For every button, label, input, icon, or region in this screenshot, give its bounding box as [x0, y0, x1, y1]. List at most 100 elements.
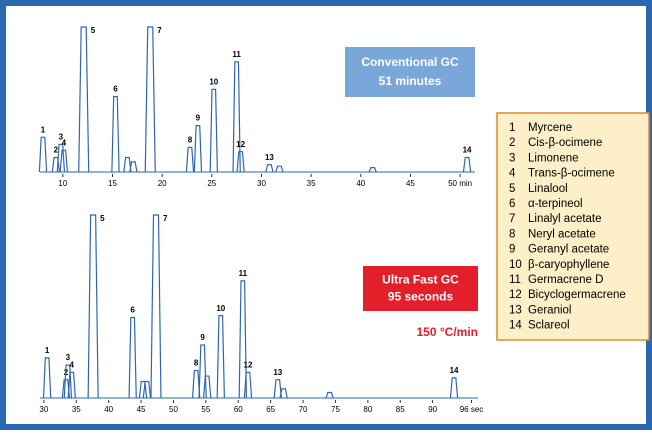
peak	[51, 156, 61, 173]
peak	[279, 388, 288, 399]
x-tick-label: 70	[299, 405, 308, 414]
legend-name: Sclareol	[528, 320, 570, 332]
peak-label: 6	[113, 85, 118, 94]
peak-label: 9	[200, 333, 205, 342]
legend-name: Geraniol	[528, 304, 571, 316]
peak	[144, 26, 156, 173]
annotation: 150 °C/min	[417, 325, 479, 339]
peak	[191, 369, 201, 399]
legend-number: 13	[509, 304, 522, 316]
legend-name: Bicyclogermacrene	[528, 289, 626, 301]
legend-name: Germacrene D	[528, 274, 603, 286]
peak	[216, 315, 225, 399]
peak	[273, 379, 282, 399]
legend-name: Cis-β-ocimene	[528, 137, 602, 149]
peak-label: 11	[239, 269, 248, 278]
peak	[87, 214, 99, 399]
peak	[193, 125, 203, 173]
peak	[209, 88, 219, 173]
peak	[232, 61, 241, 173]
legend-number: 5	[509, 183, 515, 195]
peak	[78, 26, 90, 173]
peak-label: 3	[66, 353, 71, 362]
peak-label: 13	[265, 153, 274, 162]
peak-label: 10	[216, 304, 225, 313]
legend-number: 6	[509, 198, 515, 210]
x-tick-label: 25	[207, 179, 216, 188]
x-tick-label: 75	[331, 405, 340, 414]
x-tick-label: 80	[363, 405, 372, 414]
legend-number: 1	[509, 122, 515, 134]
peak-label: 11	[232, 50, 241, 59]
peak	[123, 156, 132, 173]
peak	[185, 146, 195, 173]
x-tick-label: 40	[356, 179, 365, 188]
peak-label: 12	[236, 140, 245, 149]
peak	[243, 371, 253, 399]
x-tick-label: 40	[104, 405, 113, 414]
peak	[265, 164, 274, 173]
legend-name: β-caryophyllene	[528, 259, 609, 271]
legend-name: Trans-β-ocimene	[528, 168, 615, 180]
peak	[56, 143, 66, 173]
legend-name: Geranyl acetate	[528, 244, 609, 256]
peak-label: 5	[100, 214, 105, 223]
x-tick-label: 55	[201, 405, 210, 414]
peak-label: 14	[463, 146, 472, 155]
x-tick-label: 15	[108, 179, 117, 188]
peak-label: 8	[188, 135, 193, 144]
peak-label: 3	[59, 133, 64, 142]
chart-title: Ultra Fast GC	[382, 273, 459, 287]
legend-number: 12	[509, 289, 522, 301]
x-tick-label: 45	[406, 179, 415, 188]
peak	[138, 380, 148, 399]
peak-label: 7	[157, 26, 162, 35]
legend-number: 7	[509, 213, 515, 225]
peak	[449, 377, 459, 399]
legend-number: 3	[509, 152, 515, 164]
chart-title: Conventional GC	[361, 55, 459, 69]
legend-name: Myrcene	[528, 122, 572, 134]
peak	[67, 371, 76, 399]
x-tick-label: 50 min	[448, 179, 472, 188]
peak	[238, 280, 248, 399]
legend-name: Limonene	[528, 152, 579, 164]
peak	[59, 149, 69, 173]
legend-number: 2	[509, 137, 515, 149]
peak-label: 1	[45, 346, 50, 355]
x-tick-label: 85	[396, 405, 405, 414]
peak-label: 4	[70, 360, 75, 369]
peak-label: 13	[273, 368, 282, 377]
peak-label: 12	[244, 360, 253, 369]
chart-subtitle: 95 seconds	[388, 290, 454, 304]
x-tick-label: 60	[234, 405, 243, 414]
peak	[129, 161, 138, 173]
legend-name: α-terpineol	[528, 198, 583, 210]
peak	[128, 316, 137, 399]
legend-box	[496, 112, 650, 341]
x-tick-label: 90	[428, 405, 437, 414]
legend-name: Linalool	[528, 183, 568, 195]
peak	[42, 357, 52, 399]
x-tick-label: 20	[158, 179, 167, 188]
peak-label: 6	[130, 306, 135, 315]
peak	[150, 214, 162, 399]
peak-label: 8	[194, 359, 199, 368]
peak-label: 10	[209, 77, 218, 86]
peak	[462, 156, 472, 173]
x-tick-label: 96 sec	[460, 405, 484, 414]
peak	[142, 380, 152, 399]
peak	[202, 375, 212, 399]
legend-number: 10	[509, 259, 522, 271]
peak	[275, 165, 284, 173]
peak	[368, 167, 377, 173]
peak	[111, 96, 120, 173]
x-tick-label: 50	[169, 405, 178, 414]
chart-subtitle: 51 minutes	[379, 74, 442, 88]
title-box	[363, 266, 478, 311]
peak-label: 1	[41, 125, 46, 134]
legend-number: 11	[509, 274, 521, 286]
peak-label: 2	[54, 146, 59, 155]
peak	[198, 344, 207, 399]
